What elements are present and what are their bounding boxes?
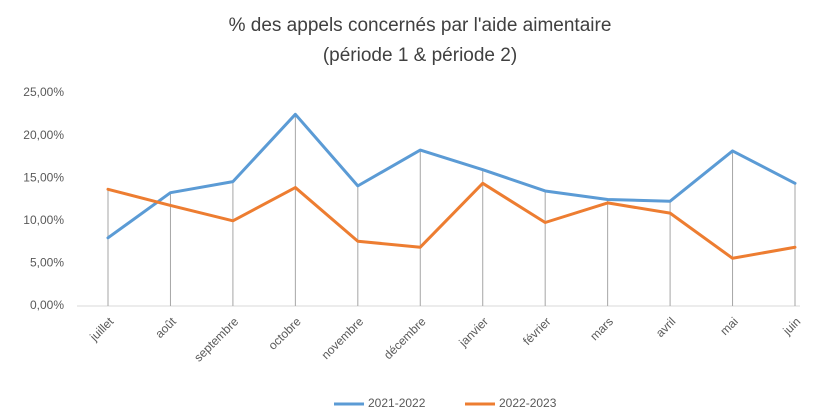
series-line (106, 112, 797, 240)
chart-title: (période 1 & période 2) (323, 45, 517, 66)
x-tick-label: mars (587, 314, 616, 343)
series-line (106, 181, 797, 260)
legend-label: 2021-2022 (368, 396, 426, 410)
x-tick-label: mai (717, 314, 741, 338)
x-tick-label: avril (653, 314, 678, 339)
x-tick-label: janvier (455, 314, 491, 350)
x-tick-label: septembre (191, 314, 241, 364)
y-tick-label: 20,00% (23, 128, 64, 142)
x-tick-label: novembre (319, 314, 367, 362)
legend-label: 2022-2023 (499, 396, 557, 410)
y-tick-label: 15,00% (23, 170, 64, 184)
chart-title: % des appels concernés par l'aide aiment… (229, 15, 612, 36)
y-tick-label: 0,00% (30, 298, 64, 312)
x-tick-label: octobre (266, 314, 304, 352)
x-tick-label: juin (780, 314, 804, 338)
y-tick-label: 10,00% (23, 213, 64, 227)
y-tick-label: 25,00% (23, 85, 64, 99)
x-tick-label: août (152, 314, 179, 341)
x-tick-label: février (520, 314, 553, 347)
x-tick-label: décembre (381, 314, 429, 362)
x-tick-label: juillet (86, 314, 116, 344)
y-tick-label: 5,00% (30, 256, 64, 270)
